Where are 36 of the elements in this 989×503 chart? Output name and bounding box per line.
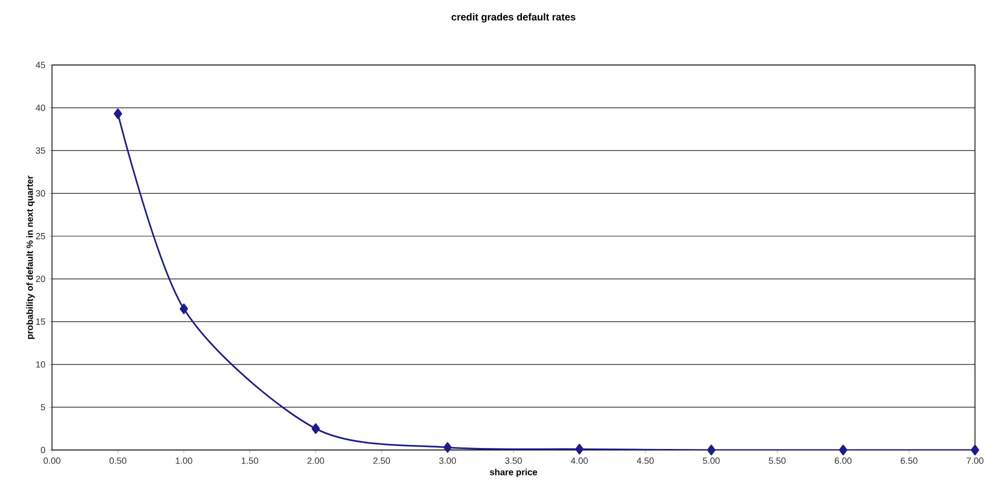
x-tick-label: 6.00: [834, 458, 852, 464]
point: [575, 444, 584, 454]
chart-title: credit grades default rates: [452, 13, 576, 22]
point: [312, 423, 320, 434]
y-tick-label: 25: [36, 232, 46, 240]
x-tick-label: 1.50: [242, 458, 258, 464]
y-tick-label: 20: [36, 276, 46, 282]
x-tick-label: 2.00: [307, 458, 324, 464]
y-tick-label: 40: [36, 104, 46, 111]
point: [838, 444, 848, 456]
point: [180, 304, 188, 314]
y-tick-label: 5: [40, 404, 46, 410]
x-axis-title: share price: [490, 468, 538, 478]
x-tick-label: 5.50: [768, 458, 786, 464]
y-tick-label: 15: [36, 318, 46, 325]
point: [443, 442, 452, 453]
point: [707, 444, 716, 456]
x-tick-label: 4.50: [636, 458, 654, 464]
x-tick-label: 1.00: [176, 458, 192, 464]
x-tick-label: 2.50: [373, 458, 390, 464]
x-tick-label: 7.00: [966, 458, 984, 464]
y-axis-title: probability of default % in next quarter: [26, 176, 35, 339]
x-tick-label: 0.00: [44, 458, 60, 464]
y-tick-label: 30: [36, 190, 46, 197]
point: [970, 444, 980, 456]
y-tick-label: 10: [36, 361, 46, 368]
y-tick-label: 35: [36, 147, 46, 154]
x-tick-label: 3.50: [505, 458, 522, 464]
y-tick-label: 45: [36, 62, 46, 68]
x-tick-label: 5.00: [702, 458, 720, 464]
x-tick-label: 0.50: [110, 458, 126, 464]
x-tick-label: 6.50: [900, 458, 918, 464]
point: [114, 108, 122, 120]
x-tick-label: 3.00: [439, 458, 456, 464]
x-tick-label: 4.00: [570, 458, 588, 464]
y-tick-label: 0: [40, 446, 46, 454]
